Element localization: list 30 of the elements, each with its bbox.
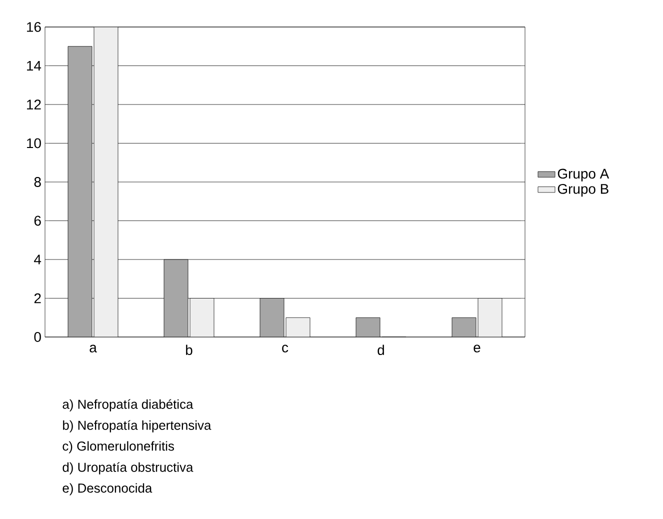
bar [94,26,118,337]
text: e) Desconocida [62,483,152,496]
bar [286,317,310,337]
legend-label: Grupo A [558,168,610,182]
bar [164,259,188,337]
bar [452,317,476,337]
bar [478,298,502,337]
y-tick-label: 10 [27,138,41,148]
x-tick-label: e [474,344,480,352]
bar [260,298,284,337]
y-tick-label: 12 [27,100,41,110]
y-tick-label: 8 [34,177,41,187]
legend-label: Grupo B [558,184,608,197]
text: c) Glomerulonefritis [62,441,174,454]
text: a) Nefropatía diabética [62,399,194,412]
y-tick-label: 6 [34,216,41,226]
y-tick-label: 14 [27,60,42,71]
y-tick-label: 4 [34,254,42,264]
x-tick-label: b [186,344,192,356]
x-tick-label: a [90,344,97,352]
bar [356,317,380,337]
y-tick-label: 0 [34,332,41,342]
bar [68,46,92,337]
text: d) Uropatía obstructiva [62,462,194,474]
bar [190,298,214,337]
y-tick-label: 16 [27,22,41,32]
x-tick-label: d [378,344,384,356]
x-tick-label: c [282,344,288,352]
y-tick-label: 2 [34,293,41,304]
text: b) Nefropatía hipertensiva [63,420,212,432]
